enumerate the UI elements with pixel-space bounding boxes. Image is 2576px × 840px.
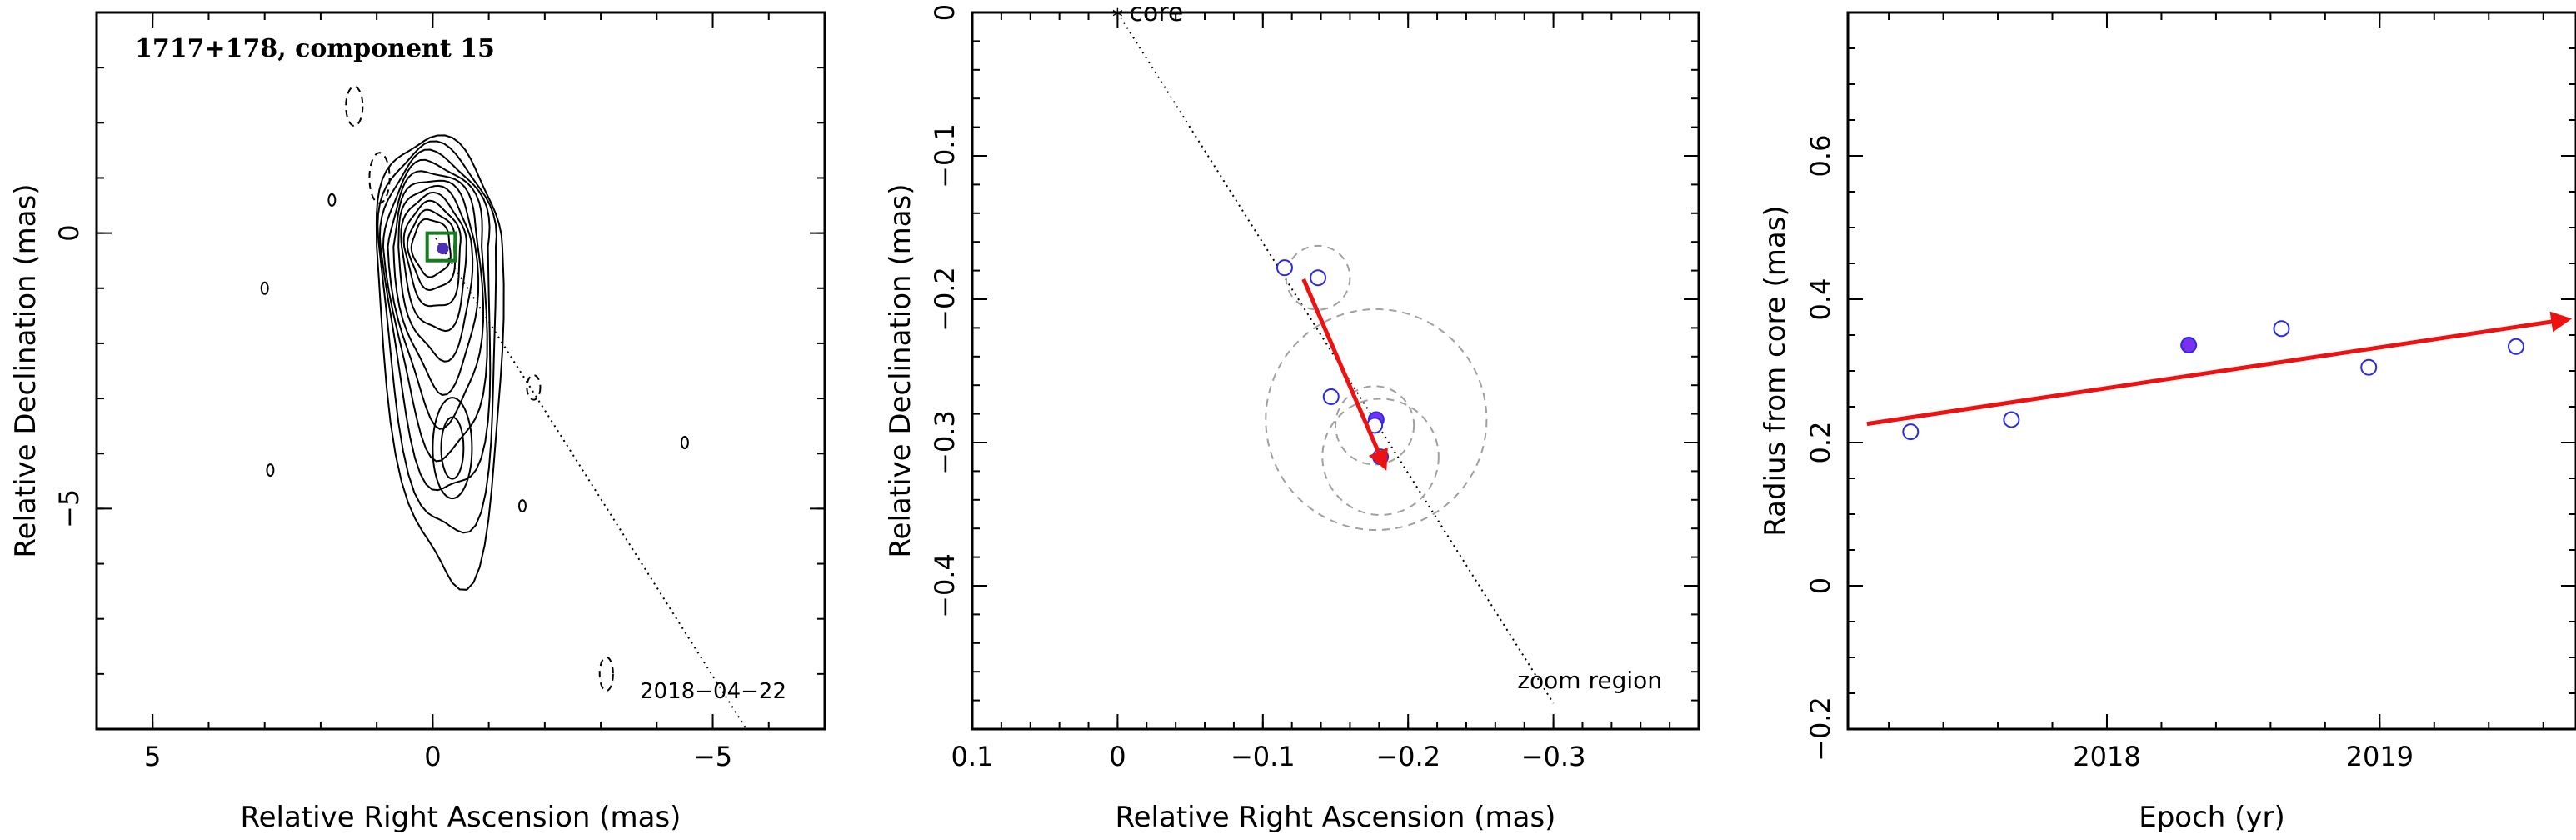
y-axis-label: Relative Declination (mas) — [9, 183, 42, 558]
date-label: 2018−04−22 — [640, 679, 786, 704]
y-tick-label: 0.2 — [1805, 422, 1836, 464]
x-axis-label: Relative Right Ascension (mas) — [241, 801, 681, 834]
zoom-box — [425, 231, 457, 262]
x-tick-label: 2018 — [2073, 741, 2140, 772]
y-tick-label: −0.2 — [1805, 697, 1836, 762]
contour-level — [378, 148, 492, 492]
plot-title: 1717+178, component 15 — [135, 34, 495, 63]
y-tick-label: 0 — [53, 224, 85, 241]
y-tick-label: 0.4 — [1805, 278, 1836, 321]
x-tick-label: 2019 — [2346, 741, 2414, 772]
size-circle — [1265, 308, 1488, 532]
size-circle — [1335, 385, 1415, 466]
y-tick-label: −0.2 — [929, 267, 961, 332]
noise-contour — [266, 463, 275, 478]
contour-level — [432, 397, 473, 500]
contour-level — [382, 158, 488, 462]
component-point — [1276, 259, 1293, 277]
contour-map-panel: 1717+178, component 15 2018−04−22 Relati… — [9, 11, 826, 834]
negative-contour — [368, 152, 391, 204]
contour-level — [375, 134, 505, 591]
epoch-point — [2273, 320, 2290, 338]
component-point — [1322, 388, 1340, 405]
epoch-points — [1902, 320, 2524, 441]
noise-contour — [327, 192, 337, 207]
axis-ticks: 0.1 0 −0.1 −0.2 −0.3 0 −0.1 −0.2 −0.3 −0.4 — [929, 4, 1700, 772]
contour-level — [392, 179, 480, 396]
core-marker: * — [1112, 5, 1123, 30]
y-axis-label: Relative Declination (mas) — [884, 183, 917, 558]
negative-contours — [345, 85, 614, 692]
epoch-point — [2360, 358, 2378, 376]
x-tick-label: 0 — [424, 741, 441, 772]
size-circle — [1321, 398, 1440, 516]
negative-contour — [345, 85, 364, 127]
x-tick-label: 5 — [144, 741, 161, 772]
x-tick-label: −0.2 — [1375, 741, 1440, 772]
contour-level — [377, 140, 497, 534]
y-tick-label: −0.4 — [929, 553, 961, 618]
axis-ticks: 5 0 −5 0 −5 — [53, 12, 826, 772]
component-point — [1310, 269, 1327, 287]
plot-frame — [971, 11, 1700, 731]
plot-frame — [95, 11, 826, 731]
x-axis-label: Epoch (yr) — [2139, 801, 2285, 834]
y-tick-label: 0 — [1805, 578, 1836, 594]
epoch-point-current — [2180, 337, 2198, 354]
negative-contour — [598, 656, 614, 692]
contour-lines — [260, 134, 689, 591]
epoch-point — [2507, 338, 2524, 355]
component-size-circles — [1265, 244, 1488, 532]
component-marker — [437, 242, 449, 255]
contour-level — [402, 199, 462, 308]
zoom-panel: Relative Right Ascension (mas) Relative … — [884, 0, 1700, 834]
y-tick-label: −5 — [53, 489, 85, 528]
y-tick-label: 0 — [929, 4, 961, 21]
epoch-point — [1902, 423, 1920, 441]
size-circle — [1285, 244, 1351, 311]
motion-vector — [1301, 278, 1388, 471]
x-axis-label: Relative Right Ascension (mas) — [1116, 801, 1556, 834]
y-tick-label: −0.3 — [929, 410, 961, 475]
noise-contour — [680, 436, 689, 449]
negative-contour — [526, 374, 542, 401]
contour-level — [440, 416, 465, 480]
x-tick-label: −5 — [693, 741, 732, 772]
x-tick-label: −0.3 — [1521, 741, 1586, 772]
x-tick-label: 0.1 — [951, 741, 994, 772]
core-label: core — [1129, 0, 1183, 28]
y-tick-label: 0.6 — [1805, 135, 1836, 178]
contour-level — [400, 191, 467, 332]
radius-epoch-panel: Epoch (yr) Radius from core (mas) 2018 20… — [1759, 11, 2576, 834]
noise-contour — [517, 499, 527, 513]
trend-arrow — [1866, 311, 2573, 427]
axis-ticks: 2018 2019 −0.2 0 0.2 0.4 0.6 — [1805, 12, 2576, 772]
y-axis-label: Radius from core (mas) — [1759, 205, 1792, 536]
noise-contour — [260, 281, 269, 295]
zoom-region-label: zoom region — [1517, 667, 1662, 694]
x-tick-label: 0 — [1109, 741, 1126, 772]
y-tick-label: −0.1 — [929, 123, 961, 188]
x-tick-label: −0.1 — [1231, 741, 1295, 772]
contour-level — [406, 208, 457, 292]
epoch-point — [2003, 411, 2020, 428]
trajectory-line — [432, 232, 747, 730]
contour-level — [397, 184, 474, 362]
